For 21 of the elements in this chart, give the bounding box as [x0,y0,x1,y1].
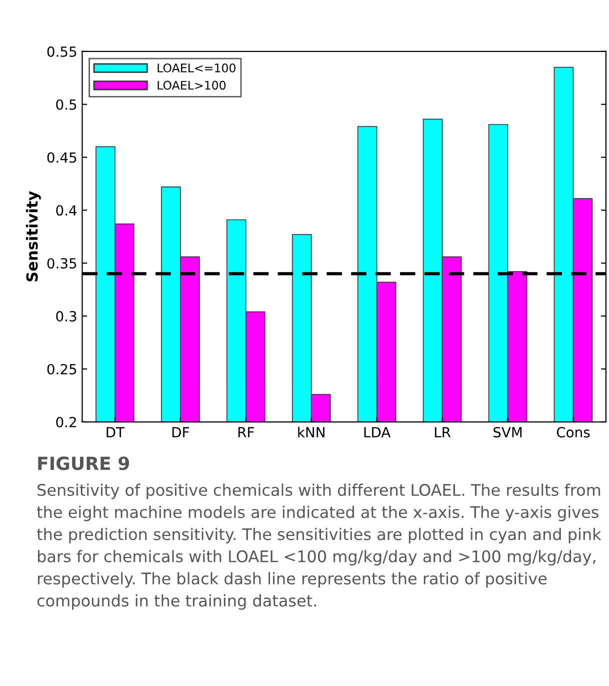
y-tick-label: 0.5 [56,99,76,110]
y-tick-label: 0.25 [47,364,76,374]
x-tick-label: RF [238,427,254,438]
x-tick-label: kNN [298,426,324,438]
y-tick-label: 0.45 [47,152,76,163]
y-tick-label: 0.2 [56,416,76,428]
x-tick-label: LR [434,427,451,438]
x-tick-label: DF [172,427,189,438]
y-tick-label: 0.3 [56,311,76,322]
y-tick-label: 0.4 [56,205,77,216]
x-tick-label: LDA [364,427,391,438]
text: Sensitivity of positive chemicals with different LOAEL. The results from the eight machine models are indicated at the x-axis. The y-axis gives the prediction sensitivity. The sensitivities are plotted in cyan and pink bars for chemicals with LOAEL <100 mg/kg/day and >100 mg/kg/day, respectively. The black dash line represents the ratio of positive compounds in the training dataset. [36,484,602,610]
text: FIGURE 9 [38,456,130,470]
y-tick-label: 0.35 [47,258,76,269]
y-tick-label: 0.55 [47,46,76,57]
legend-label: LOAEL<=100 [158,63,236,72]
x-tick-label: DT [106,427,125,438]
x-tick-label: Cons [556,426,590,438]
x-tick-label: SVM [494,426,522,438]
y-axis-title: Sensitivity [26,191,41,282]
legend-label: LOAEL>100 [158,80,226,90]
